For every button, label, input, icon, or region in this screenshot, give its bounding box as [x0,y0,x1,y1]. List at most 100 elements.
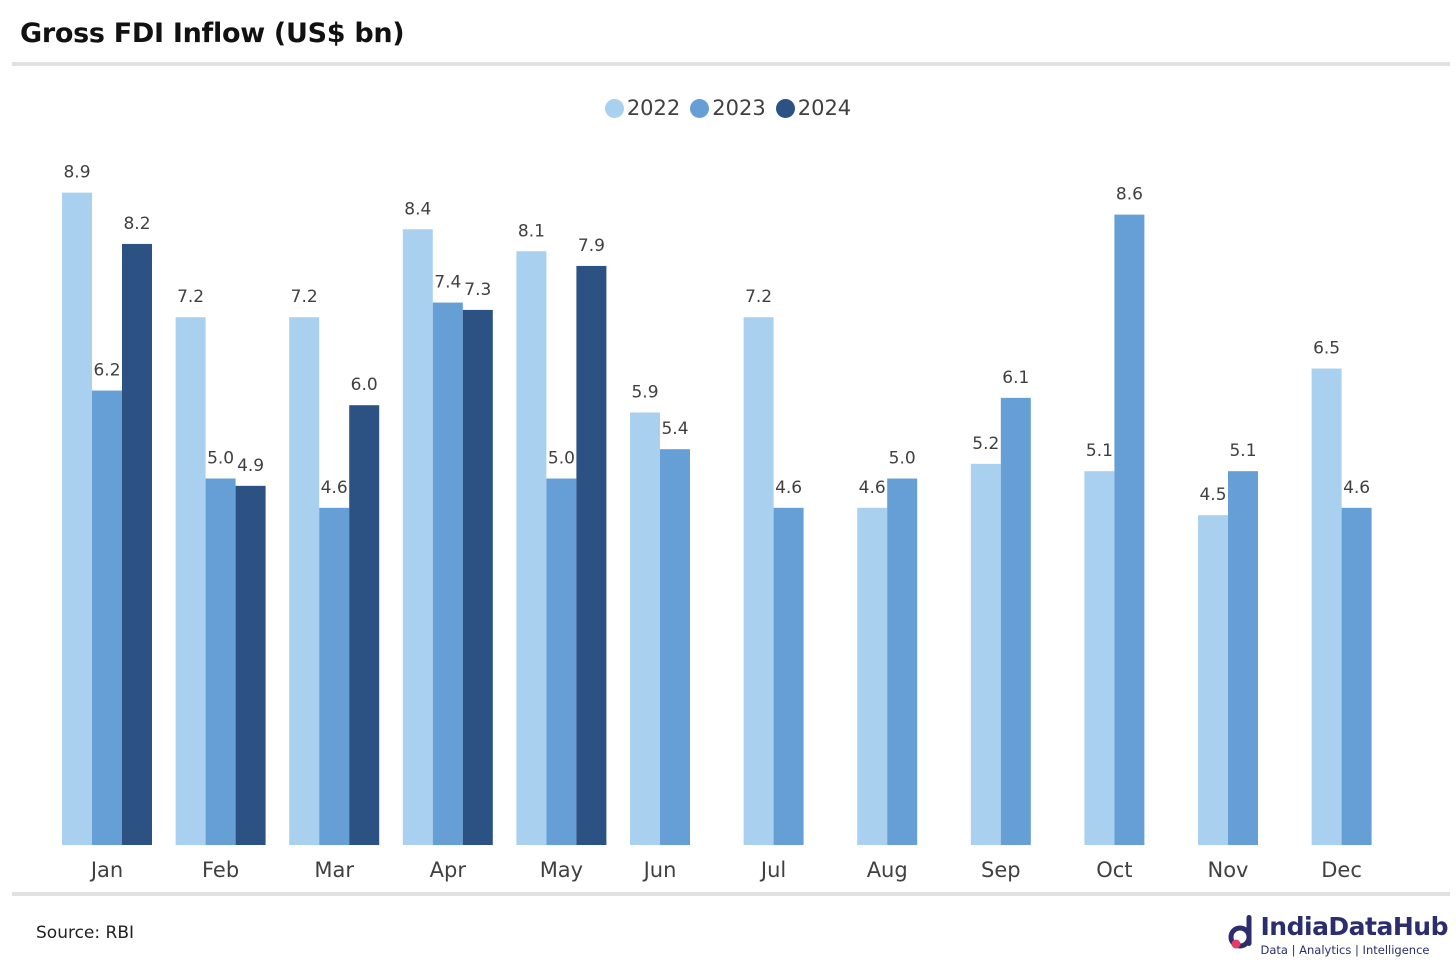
brand-name: IndiaDataHub [1260,912,1449,941]
data-label-nov-2022: 4.5 [1199,485,1226,505]
bar-jun-2023 [660,449,690,845]
legend-label: 2023 [712,96,766,120]
bar-group-oct: 5.1 8.6 Oct [1084,185,1145,882]
data-label-may-2024: 7.9 [578,236,605,256]
x-tick-label-dec: Dec [1321,858,1362,882]
chart-legend: 2022 2023 2024 [0,96,1456,120]
bar-may-2022 [516,251,547,845]
x-tick-label-nov: Nov [1208,858,1249,882]
data-label-mar-2022: 7.2 [291,287,318,307]
data-label-apr-2023: 7.4 [434,273,461,293]
bar-jun-2022 [630,412,660,845]
bar-dec-2023 [1341,507,1372,845]
bar-group-mar: 7.2 4.6 6.0 Mar [289,287,380,882]
logo-mark-icon [1228,915,1251,949]
bar-sep-2022 [970,463,1001,845]
data-label-may-2023: 5.0 [548,449,575,469]
bar-nov-2022 [1198,515,1228,845]
brand-logo: IndiaDataHub Data | Analytics | Intellig… [1227,912,1449,957]
x-tick-label-oct: Oct [1096,858,1132,882]
x-tick-label-aug: Aug [867,858,908,882]
bar-jul-2022 [743,317,774,845]
bar-may-2024 [576,265,607,845]
bar-feb-2022 [175,317,206,845]
title-divider [12,62,1450,66]
legend-marker [604,98,624,118]
data-label-jun-2023: 5.4 [661,419,688,439]
bar-may-2023 [546,478,577,845]
data-label-dec-2022: 6.5 [1313,339,1340,359]
brand-tagline: Data | Analytics | Intelligence [1260,943,1430,957]
bar-aug-2022 [857,507,888,845]
bar-group-apr: 8.4 7.4 7.3 Apr [402,199,493,882]
bar-jan-2024 [122,243,152,845]
source-note: Source: RBI [36,923,135,943]
bar-oct-2023 [1114,214,1145,845]
bar-sep-2023 [1000,397,1031,845]
legend-item-2024: 2024 [775,96,852,120]
data-label-mar-2023: 4.6 [321,478,348,498]
bar-dec-2022 [1311,368,1342,845]
bar-jan-2023 [92,390,122,845]
legend-item-2022: 2022 [604,96,681,120]
x-tick-label-jul: Jul [759,858,786,882]
legend-marker [775,98,795,118]
bar-group-aug: 4.65.0 Aug [857,449,918,882]
data-label-oct-2022: 5.1 [1086,441,1113,461]
legend-item-2023: 2023 [690,96,766,120]
bar-nov-2023 [1228,471,1258,845]
bar-group-dec: 6.5 4.6 Dec [1311,339,1372,882]
data-label-sep-2022: 5.2 [972,434,999,454]
bar-apr-2023 [432,302,463,845]
bar-group-may: 8.1 5.0 7.9 May [516,221,607,882]
data-label-sep-2023: 6.1 [1002,368,1029,388]
footer-divider [12,892,1450,896]
bar-apr-2024 [462,309,493,845]
legend-label: 2022 [626,96,681,120]
bar-jan-2022 [62,192,92,845]
bar-oct-2022 [1084,471,1115,845]
bar-mar-2024 [349,405,380,845]
bar-aug-2023 [887,478,918,845]
bar-group-sep: 5.2 6.1 Sep [970,368,1031,882]
data-label-oct-2023: 8.6 [1116,185,1143,205]
x-tick-label-sep: Sep [981,858,1021,882]
bar-feb-2024 [235,485,266,845]
data-label-jan-2024: 8.2 [123,214,150,234]
bar-jul-2023 [773,507,804,845]
bar-mar-2023 [319,507,350,845]
x-tick-label-jan: Jan [89,858,123,882]
data-label-jan-2023: 6.2 [93,361,120,381]
bar-group-feb: 7.2 5.0 4.9 Feb [175,287,266,882]
page-title: Gross FDI Inflow (US$ bn) [20,18,405,49]
data-label-jan-2022: 8.9 [63,163,90,183]
data-label-nov-2023: 5.1 [1229,441,1256,461]
data-label-jul-2022: 7.2 [745,287,772,307]
data-label-jun-2022: 5.9 [631,383,658,403]
data-label-apr-2024: 7.3 [464,280,491,300]
x-tick-label-mar: Mar [314,858,354,882]
x-tick-label-may: May [540,858,583,882]
bar-group-jul: 7.2 4.6 Jul [743,287,804,882]
bar-feb-2023 [205,478,236,845]
data-label-may-2022: 8.1 [518,221,545,241]
bar-apr-2022 [402,229,433,845]
data-label-aug-2023: 5.0 [889,449,916,469]
bar-mar-2022 [289,317,320,845]
bar-group-nov: 4.5 5.1 Nov [1198,441,1258,882]
data-label-jul-2023: 4.6 [775,478,802,498]
x-tick-label-apr: Apr [430,858,467,882]
x-tick-label-feb: Feb [202,858,239,882]
bar-group-jan: 8.9 6.2 8.2 Jan [62,163,152,882]
data-label-feb-2023: 5.0 [207,449,234,469]
legend-label: 2024 [797,96,852,120]
data-label-feb-2024: 4.9 [237,456,264,476]
bar-group-jun: 5.95.4 Jun [630,383,690,882]
data-label-mar-2024: 6.0 [351,375,378,395]
data-label-feb-2022: 7.2 [177,287,204,307]
data-label-apr-2022: 8.4 [404,199,431,219]
data-label-dec-2023: 4.6 [1343,478,1370,498]
data-label-aug-2022: 4.6 [859,478,886,498]
x-tick-label-jun: Jun [642,858,677,882]
